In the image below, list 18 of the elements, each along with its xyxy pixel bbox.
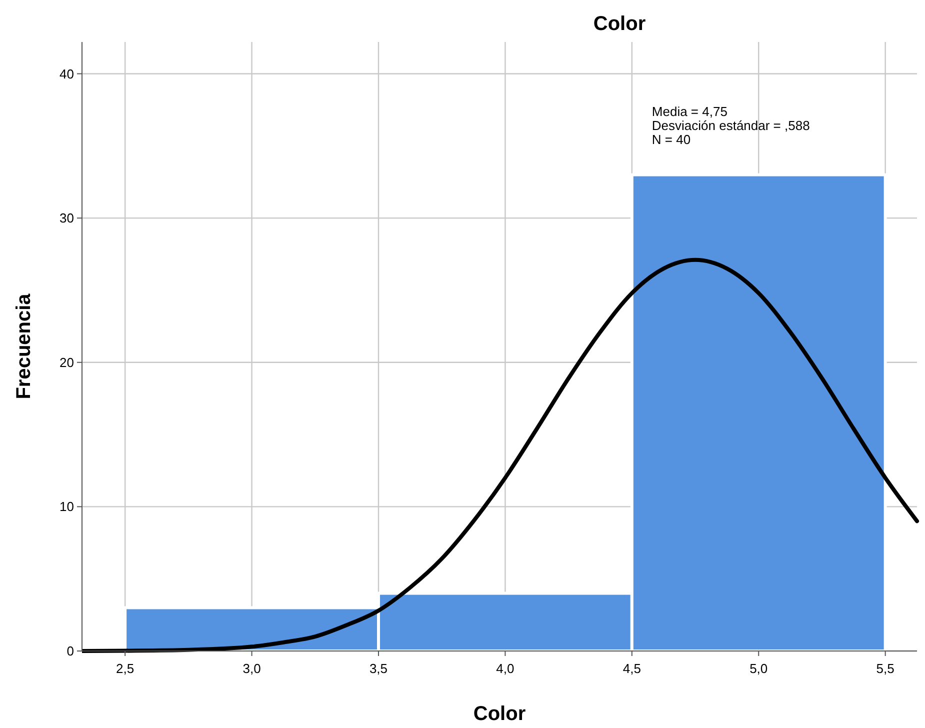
- y-axis-title: Frecuencia: [13, 292, 35, 400]
- annotation: N = 40: [652, 132, 691, 147]
- x-tick-label: 5,0: [750, 661, 768, 676]
- x-tick-label: 4,0: [496, 661, 514, 676]
- annotation: Desviación estándar = ,588: [652, 118, 810, 133]
- x-tick-label: 3,5: [369, 661, 388, 676]
- x-tick-label: 3,0: [242, 661, 261, 676]
- y-tick-label: 20: [60, 354, 74, 370]
- y-tick-label: 30: [60, 210, 74, 226]
- x-tick-label: 5,5: [876, 661, 894, 676]
- chart-title: Color: [593, 13, 646, 35]
- x-tick-label: 4,5: [622, 661, 641, 676]
- y-tick-label: 0: [66, 644, 74, 659]
- x-tick-label: 2,5: [116, 661, 134, 676]
- y-tick-label: 40: [60, 66, 74, 82]
- x-axis-title: Color: [473, 703, 526, 725]
- y-tick-label: 10: [60, 499, 74, 514]
- annotation: Media = 4,75: [652, 104, 728, 119]
